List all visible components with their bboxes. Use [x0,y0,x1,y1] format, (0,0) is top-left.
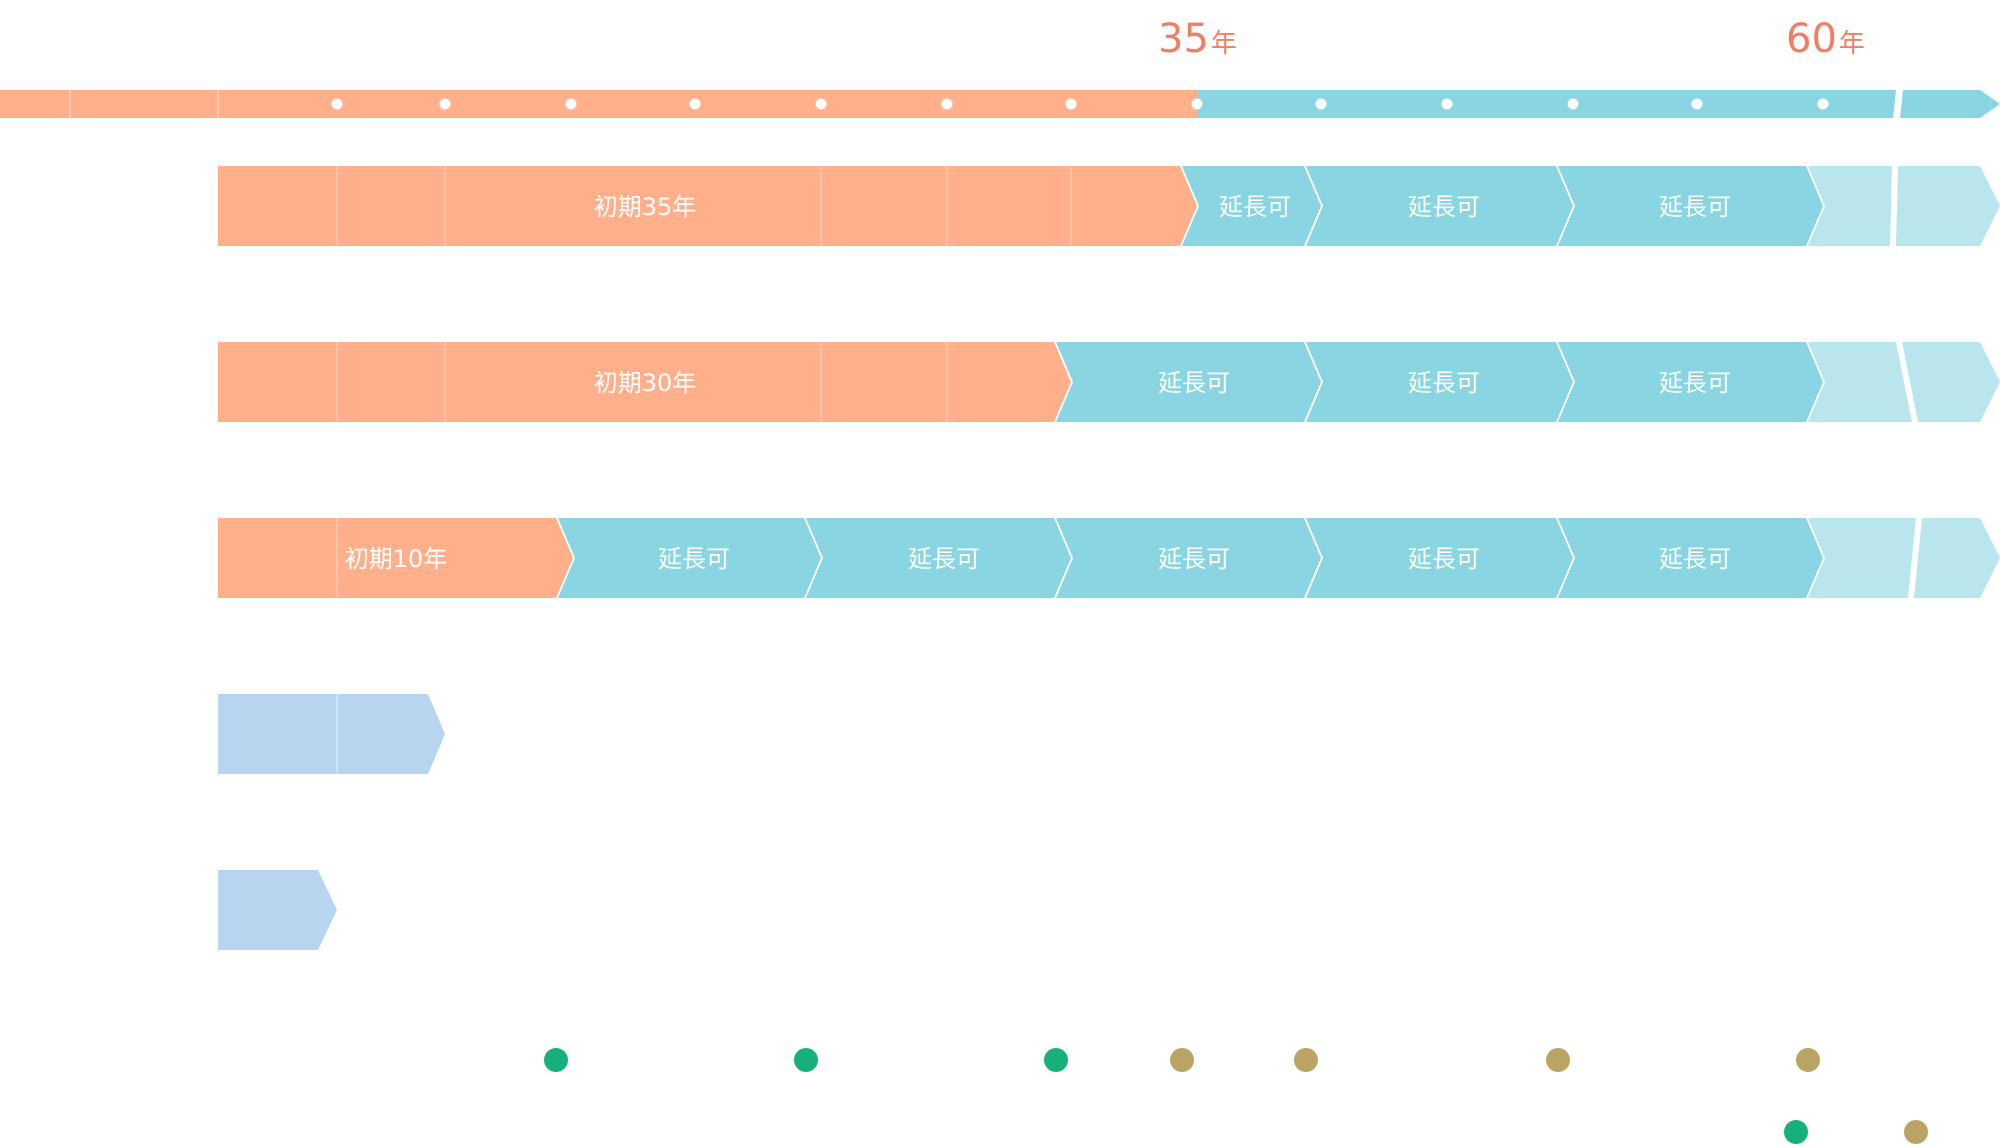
extension-segment [1306,342,1573,422]
extension-segment [1306,166,1573,246]
timeline-extension-segment [1197,90,1896,118]
row-short-term-2 [218,870,337,950]
initial-segment [218,166,1197,246]
row-initial-30: 初期30年 延長可 延長可 延長可 [218,342,2000,422]
extension-label: 延長可 [658,545,730,573]
extension-label: 延長可 [908,545,980,573]
initial-segment [218,518,573,598]
green-marker [544,1048,568,1072]
renewal-markers [544,1048,1928,1144]
olive-marker [1904,1120,1928,1144]
row-initial-10: 初期10年 延長可 延長可 延長可 延長可 延長可 [218,518,2000,598]
extension-segment [806,518,1071,598]
timeline-initial-segment [0,90,1197,118]
initial-segment [218,342,1071,422]
extension-label: 延長可 [1408,193,1480,221]
row-initial-35: 初期35年 延長可 延長可 延長可 [218,166,2000,246]
short-term-segment [218,870,337,950]
olive-marker [1796,1048,1820,1072]
green-marker [794,1048,818,1072]
initial-label: 初期30年 [594,369,697,397]
green-marker [1044,1048,1068,1072]
short-term-segment [218,694,445,774]
extension-segment [1056,518,1321,598]
timeline-bar [0,90,2000,118]
initial-label: 初期35年 [594,193,697,221]
green-marker [1784,1120,1808,1144]
extension-segment [1306,518,1573,598]
extension-segment [1182,166,1321,246]
extension-faded-arrow [1902,342,2000,422]
extension-label: 延長可 [1408,369,1480,397]
extension-segment [558,518,821,598]
extension-faded-segment [1808,518,1916,598]
extension-label: 延長可 [1158,545,1230,573]
extension-segment [1558,518,1823,598]
extension-segment [1558,166,1823,246]
extension-label: 延長可 [1659,545,1731,573]
olive-marker [1170,1048,1194,1072]
extension-label: 延長可 [1659,369,1731,397]
extension-faded-arrow [1896,166,2000,246]
extension-label: 延長可 [1408,545,1480,573]
extension-segment [1056,342,1321,422]
extension-label: 延長可 [1158,369,1230,397]
olive-marker [1294,1048,1318,1072]
olive-marker [1546,1048,1570,1072]
extension-label: 延長可 [1219,193,1291,221]
extension-faded-segment [1808,166,1892,246]
timeline-tick-dots [331,98,1829,110]
initial-label: 初期10年 [345,545,448,573]
milestone-60: 60年 [1786,16,1865,62]
extension-segment [1558,342,1823,422]
extension-faded-arrow [1914,518,2000,598]
row-short-term-1 [218,694,445,774]
milestone-35: 35年 [1158,16,1237,62]
timeline-arrow-head [1900,90,2000,118]
extension-faded-segment [1808,342,1912,422]
extension-label: 延長可 [1659,193,1731,221]
